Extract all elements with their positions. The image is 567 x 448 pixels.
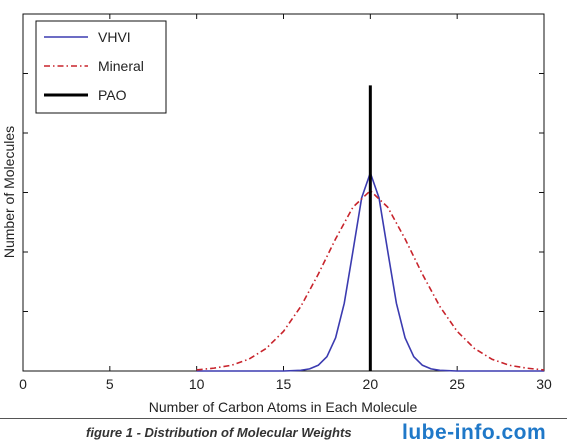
x-tick-label: 25 [449, 376, 465, 392]
x-tick-label: 30 [536, 376, 552, 392]
caption-divider [0, 418, 567, 419]
x-tick-label: 0 [19, 376, 27, 392]
line-chart: 0 5 10 15 20 25 30 VHVI Mineral PAO Number of Ca… [1, 13, 552, 415]
series-layer [196, 85, 545, 372]
watermark-logo: lube-info.com [402, 421, 547, 444]
legend-label-pao: PAO [98, 87, 127, 103]
legend-label-vhvi: VHVI [98, 29, 131, 45]
caption-bar: figure 1 - Distribution of Molecular Wei… [0, 418, 567, 448]
x-tick-label: 15 [276, 376, 292, 392]
figure-caption: figure 1 - Distribution of Molecular Wei… [86, 425, 352, 440]
legend-label-mineral: Mineral [98, 58, 144, 74]
x-axis-label: Number of Carbon Atoms in Each Molecule [149, 399, 418, 415]
y-axis-label: Number of Molecules [1, 126, 17, 258]
x-tick-label: 5 [106, 376, 114, 392]
y-tick-marks [23, 73, 544, 312]
x-tick-label: 10 [189, 376, 205, 392]
series-line-mineral [196, 189, 545, 371]
legend: VHVI Mineral PAO [35, 20, 167, 114]
x-tick-labels: 0 5 10 15 20 25 30 [19, 376, 552, 392]
x-tick-label: 20 [363, 376, 379, 392]
